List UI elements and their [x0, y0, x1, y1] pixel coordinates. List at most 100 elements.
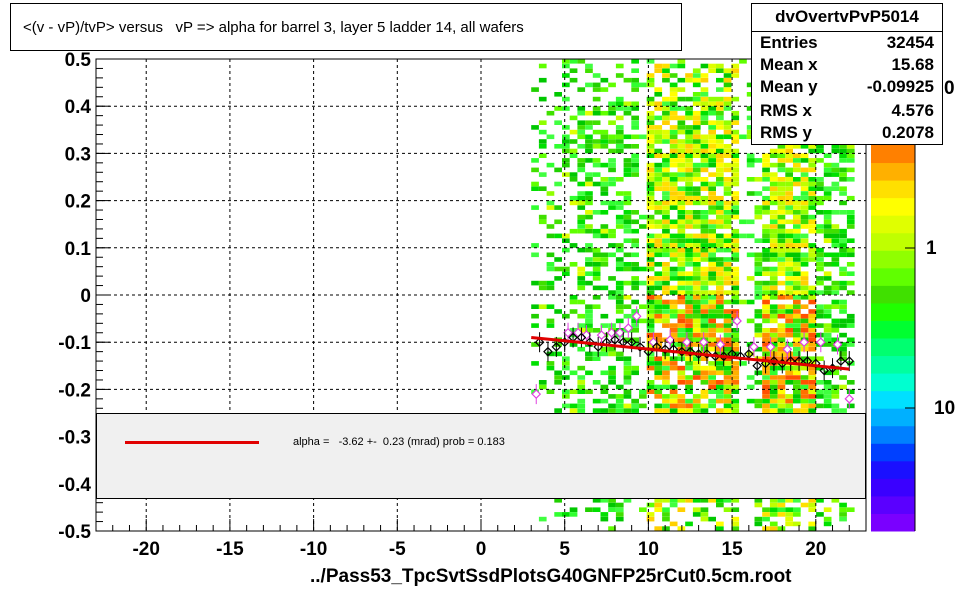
palette-swatch — [871, 267, 915, 286]
heatmap-cell — [677, 233, 686, 239]
heatmap-cell — [600, 512, 609, 517]
heatmap-cell — [554, 375, 562, 380]
heatmap-cell — [646, 309, 655, 314]
heatmap-cell — [723, 257, 732, 262]
profile-point-pink — [531, 389, 542, 399]
heatmap-cell — [746, 106, 755, 111]
heatmap-cell — [769, 498, 778, 503]
heatmap-cell — [708, 200, 716, 206]
heatmap-cell — [685, 167, 693, 173]
heatmap-cell — [731, 280, 740, 286]
heatmap-cell — [700, 167, 709, 173]
heatmap-cell — [823, 370, 832, 376]
heatmap-cell — [685, 318, 693, 324]
heatmap-cell — [692, 134, 701, 140]
heatmap-cell — [769, 243, 778, 248]
heatmap-cell — [608, 158, 616, 163]
heatmap-cell — [569, 370, 578, 376]
heatmap-cell — [654, 205, 663, 210]
heatmap-cell — [631, 77, 639, 83]
palette-swatch — [871, 250, 915, 269]
heatmap-cell — [731, 252, 740, 258]
heatmap-cell — [615, 106, 624, 111]
heatmap-cell — [716, 361, 724, 366]
heatmap-cell — [546, 252, 555, 258]
heatmap-cell — [662, 181, 670, 187]
heatmap-cell — [754, 323, 763, 328]
heatmap-cell — [608, 82, 616, 88]
heatmap-cell — [662, 252, 670, 258]
heatmap-cell — [731, 295, 740, 300]
heatmap-cell — [692, 323, 701, 328]
heatmap-cell — [669, 299, 678, 305]
heatmap-cell — [554, 498, 562, 503]
heatmap-cell — [685, 271, 693, 276]
heatmap-cell — [823, 516, 832, 522]
heatmap-cell — [793, 318, 801, 324]
heatmap-cell — [723, 346, 732, 352]
heatmap-cell — [769, 337, 778, 343]
heatmap-cell — [777, 295, 786, 300]
heatmap-cell — [700, 200, 709, 206]
heatmap-cell — [669, 247, 678, 253]
heatmap-cell — [654, 295, 663, 300]
heatmap-cell — [608, 162, 616, 168]
heatmap-cell — [785, 153, 793, 158]
heatmap-cell — [831, 337, 840, 343]
heatmap-cell — [562, 394, 570, 399]
heatmap-cell — [631, 370, 639, 376]
heatmap-cell — [762, 299, 770, 305]
heatmap-cell — [592, 271, 601, 276]
heatmap-cell — [731, 285, 740, 291]
heatmap-cell — [808, 214, 817, 220]
heatmap-cell — [692, 153, 701, 158]
heatmap-cell — [793, 238, 801, 243]
heatmap-cell — [708, 153, 716, 158]
heatmap-cell — [608, 370, 616, 376]
y-tick-label: 0.4 — [65, 97, 92, 118]
heatmap-cell — [777, 365, 786, 371]
heatmap-cell — [746, 398, 755, 404]
heatmap-cell — [662, 299, 670, 305]
heatmap-cell — [777, 247, 786, 253]
heatmap-cell — [762, 172, 770, 177]
heatmap-cell — [800, 271, 809, 276]
heatmap-cell — [846, 219, 855, 225]
heatmap-cell — [646, 200, 655, 206]
heatmap-cell — [623, 370, 632, 376]
heatmap-cell — [623, 200, 632, 206]
heatmap-cell — [600, 370, 609, 376]
heatmap-cell — [731, 276, 740, 281]
stats-name: dvOvertvPvP5014 — [775, 7, 919, 26]
heatmap-cell — [785, 408, 793, 413]
heatmap-cell — [608, 177, 616, 182]
heatmap-cell — [777, 243, 786, 248]
heatmap-cell — [723, 219, 732, 225]
heatmap-cell — [669, 177, 678, 182]
heatmap-cell — [816, 228, 824, 234]
heatmap-cell — [769, 276, 778, 281]
heatmap-cell — [708, 262, 716, 267]
heatmap-cell — [731, 148, 740, 154]
heatmap-cell — [839, 507, 847, 512]
heatmap-cell — [685, 134, 693, 140]
heatmap-cell — [562, 313, 570, 319]
heatmap-cell — [800, 200, 809, 206]
heatmap-cell — [623, 403, 632, 409]
heatmap-cell — [531, 87, 539, 92]
heatmap-cell — [585, 323, 593, 328]
heatmap-cell — [846, 224, 855, 229]
heatmap-cell — [692, 318, 701, 324]
heatmap-cell — [623, 210, 632, 215]
heatmap-cell — [785, 205, 793, 210]
heatmap-cell — [700, 195, 709, 201]
heatmap-cell — [731, 365, 740, 371]
heatmap-cell — [716, 351, 724, 357]
heatmap-cell — [800, 177, 809, 182]
heatmap-cell — [654, 167, 663, 173]
heatmap-cell — [762, 205, 770, 210]
heatmap-cell — [708, 162, 716, 168]
heatmap-cell — [669, 313, 678, 319]
heatmap-cell — [723, 181, 732, 187]
heatmap-cell — [839, 148, 847, 154]
